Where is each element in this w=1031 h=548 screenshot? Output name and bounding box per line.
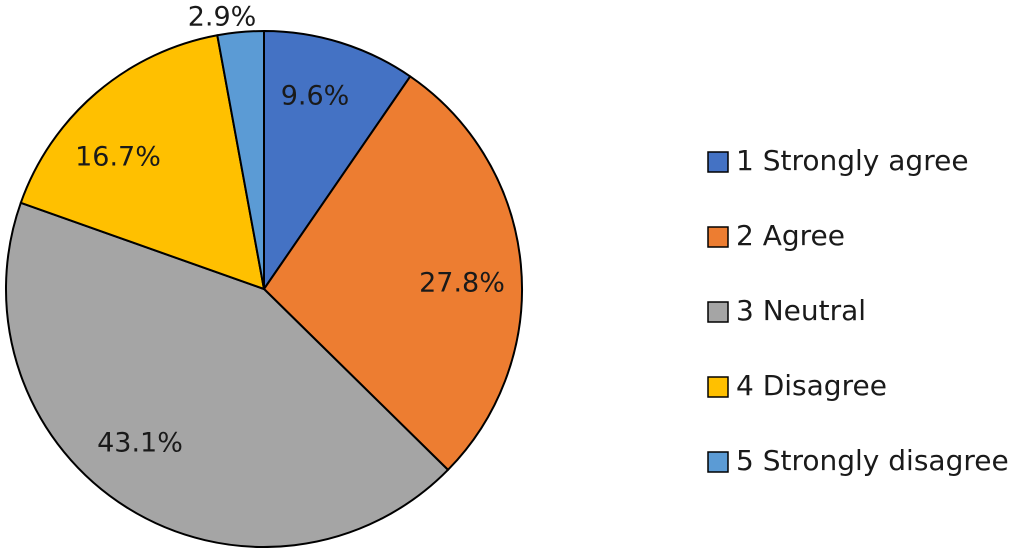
legend-label-2: 2 Agree bbox=[736, 219, 845, 252]
legend-label-3: 3 Neutral bbox=[736, 294, 866, 327]
legend-swatch-5 bbox=[707, 451, 729, 473]
pie-slice-2 bbox=[263, 75, 523, 471]
legend: 1 Strongly agree 2 Agree 3 Neutral 4 Disagr… bbox=[707, 144, 1009, 477]
legend-item-4: 4 Disagree bbox=[707, 369, 887, 402]
legend-item-1: 1 Strongly agree bbox=[707, 144, 969, 177]
slice-data-label-3: 43.1% bbox=[97, 428, 183, 459]
legend-label-1: 1 Strongly agree bbox=[736, 144, 969, 177]
pie-slice-5 bbox=[216, 30, 265, 290]
pie-data-labels: 9.6% 27.8% 43.1% 16.7% 2.9% bbox=[75, 2, 505, 459]
legend-label-5: 5 Strongly disagree bbox=[736, 444, 1009, 477]
legend-item-2: 2 Agree bbox=[707, 219, 845, 252]
slice-data-label-1: 9.6% bbox=[281, 81, 350, 112]
pie-slice-3 bbox=[5, 201, 449, 548]
legend-swatch-4 bbox=[707, 376, 729, 398]
pie-slices bbox=[5, 30, 523, 548]
legend-item-3: 3 Neutral bbox=[707, 294, 866, 327]
pie-slice-4 bbox=[19, 34, 265, 290]
pie-slice-1 bbox=[263, 30, 412, 290]
slice-data-label-4: 16.7% bbox=[75, 142, 161, 173]
legend-item-5: 5 Strongly disagree bbox=[707, 444, 1009, 477]
legend-swatch-1 bbox=[707, 151, 729, 173]
slice-data-label-5: 2.9% bbox=[188, 2, 257, 33]
slice-data-label-2: 27.8% bbox=[419, 268, 505, 299]
legend-swatch-3 bbox=[707, 301, 729, 323]
legend-label-4: 4 Disagree bbox=[736, 369, 887, 402]
legend-swatch-2 bbox=[707, 226, 729, 248]
